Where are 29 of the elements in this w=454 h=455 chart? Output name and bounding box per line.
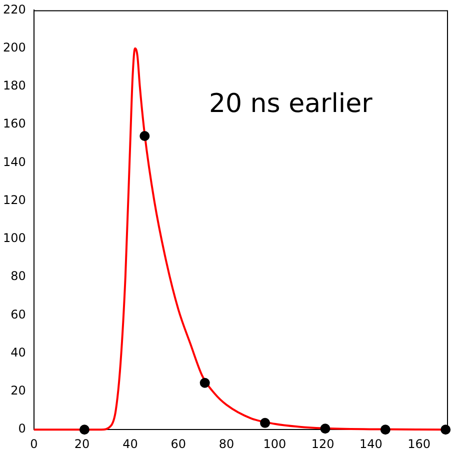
y-tick-label: 80	[10, 269, 26, 284]
point	[260, 418, 270, 428]
point	[320, 424, 330, 434]
y-tick-label: 220	[3, 2, 26, 16]
point	[200, 378, 210, 388]
x-tick-label: 80	[218, 436, 234, 451]
x-tick-label: 120	[311, 436, 334, 451]
y-tick-label: 120	[3, 192, 26, 207]
y-tick-label: 0	[18, 422, 26, 436]
y-tick-label: 20	[10, 384, 26, 398]
x-tick-label: 40	[122, 436, 138, 451]
x-tick-label: 60	[170, 436, 186, 451]
y-tick-label: 60	[10, 307, 26, 322]
x-tick-label: 100	[263, 436, 286, 451]
y-tick-label: 140	[3, 154, 26, 169]
x-tick-label: 160	[408, 436, 431, 451]
point	[380, 424, 390, 435]
point	[140, 131, 150, 142]
x-tick-label: 140	[360, 436, 382, 451]
x-tick-label: 0	[30, 436, 38, 451]
point	[79, 424, 90, 435]
point	[440, 424, 451, 435]
annotation: 20 ns earlier	[208, 88, 373, 119]
y-tick-label: 40	[10, 345, 26, 360]
y-tick-label: 180	[3, 78, 26, 93]
y-tick-label: 160	[3, 116, 26, 131]
x-tick-label: 20	[74, 436, 90, 451]
y-tick-label: 100	[3, 231, 26, 246]
y-tick-label: 200	[3, 40, 26, 54]
